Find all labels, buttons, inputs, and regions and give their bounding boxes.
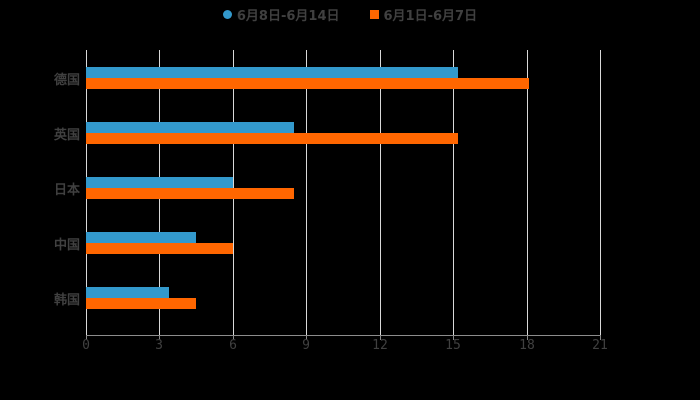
axis-tick [600,335,601,340]
bar-series2[interactable] [86,188,295,199]
legend-marker-circle-icon [222,9,232,19]
category-label: 英国 [53,128,80,143]
legend-marker-square-icon [369,9,379,19]
axis-tick-label: 3 [155,338,163,353]
x-axis [86,335,600,336]
axis-tick-label: 6 [229,338,237,353]
legend-item-series1[interactable]: 6月8日-6月14日 [222,5,340,24]
axis-tick [86,335,87,340]
axis-tick-label: 18 [519,338,535,353]
axis-tick [306,335,307,340]
axis-tick-label: 9 [302,338,310,353]
axis-tick [159,335,160,340]
axis-tick [233,335,234,340]
axis-tick [453,335,454,340]
bar-series2[interactable] [86,78,530,89]
gridline [380,50,381,335]
bar-series2[interactable] [86,298,197,309]
bar-series1[interactable] [86,177,233,188]
bar-series1[interactable] [86,122,295,133]
axis-tick-label: 21 [592,338,608,353]
axis-tick [380,335,381,340]
bar-series1[interactable] [86,287,170,298]
legend: 6月8日-6月14日 6月1日-6月7日 [0,4,700,24]
legend-label: 6月1日-6月7日 [383,8,478,24]
gridline [306,50,307,335]
axis-tick-label: 0 [82,338,90,353]
bar-series2[interactable] [86,133,459,144]
legend-item-series2[interactable]: 6月1日-6月7日 [369,5,478,24]
category-label: 中国 [53,238,80,253]
axis-tick-label: 12 [372,338,388,353]
axis-tick-label: 15 [445,338,461,353]
gridline [600,50,601,335]
bar-series2[interactable] [86,243,233,254]
category-label: 德国 [53,73,80,88]
bar-series1[interactable] [86,67,459,78]
bar-series1[interactable] [86,232,197,243]
category-label: 韩国 [53,293,80,308]
category-label: 日本 [53,183,80,198]
axis-tick [527,335,528,340]
gridline [527,50,528,335]
legend-label: 6月8日-6月14日 [236,8,340,24]
gridline [453,50,454,335]
